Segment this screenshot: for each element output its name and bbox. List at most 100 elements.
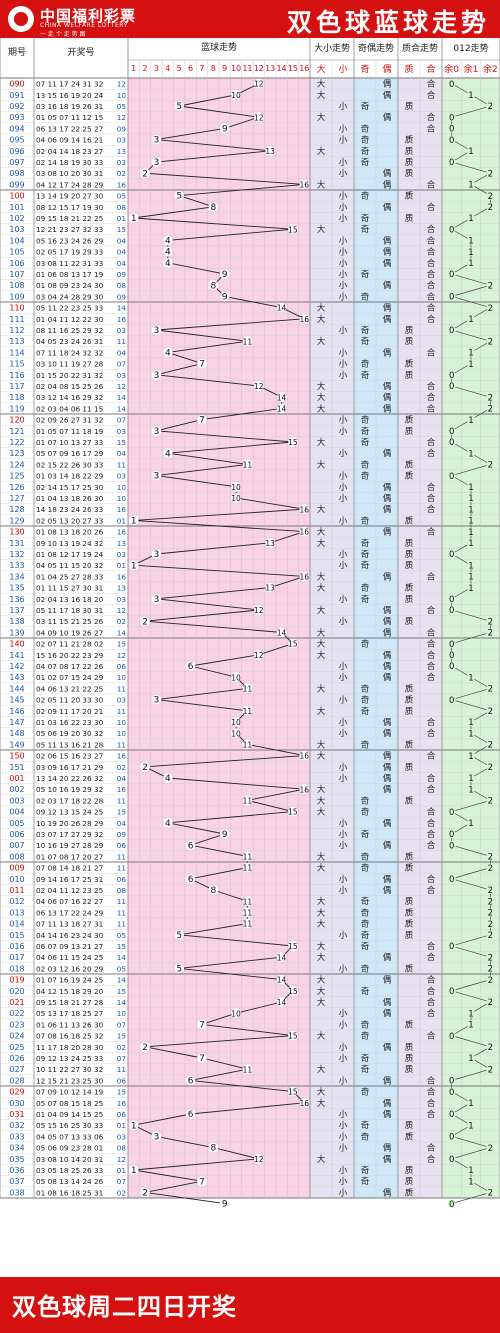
- mod-point: [447, 438, 456, 446]
- period-cell: 024: [9, 1032, 24, 1041]
- ball-number-label: 9: [222, 64, 227, 73]
- red-numbers-cell: 05 13 17 18 25 27: [36, 1009, 104, 1018]
- mod-point: [467, 449, 475, 458]
- period-cell: 119: [9, 404, 24, 413]
- prime-cell: 质: [405, 616, 414, 627]
- blue-number-cell: 12: [117, 651, 126, 660]
- size-cell: 大: [317, 1098, 326, 1109]
- parity-cell: 奇: [361, 1087, 370, 1098]
- prime-cell: 合: [427, 403, 436, 414]
- blue-point: [242, 918, 253, 929]
- blue-point: [276, 974, 287, 985]
- red-numbers-cell: 01 05 07 11 18 19: [36, 427, 104, 436]
- prime-cell: 合: [427, 235, 436, 246]
- blue-point-label: 8: [210, 203, 216, 213]
- size-cell: 小: [339, 818, 348, 829]
- mod-point: [447, 113, 456, 122]
- size-cell: 小: [339, 829, 348, 840]
- ball-number-label: 7: [199, 64, 204, 73]
- header-mod: 012走势: [453, 42, 488, 54]
- parity-cell: 奇: [361, 549, 370, 560]
- parity-sub-even: 偶: [382, 63, 391, 75]
- red-numbers-cell: 02 15 22 26 30 33: [36, 460, 104, 469]
- blue-point: [276, 302, 287, 313]
- blue-number-cell: 15: [117, 987, 126, 996]
- mod-point: [486, 628, 495, 637]
- period-cell: 116: [9, 371, 24, 380]
- red-numbers-cell: 09 14 16 17 25 31: [36, 875, 103, 884]
- red-numbers-cell: 05 11 22 23 25 33: [36, 304, 104, 313]
- mod-point: [486, 930, 495, 939]
- size-cell: 大: [317, 459, 326, 470]
- blue-point: [174, 101, 184, 111]
- period-cell: 106: [9, 259, 24, 268]
- prime-cell: 合: [427, 784, 436, 795]
- blue-point: [276, 997, 287, 1007]
- blue-point-label: 4: [165, 237, 171, 247]
- size-cell: 大: [317, 336, 326, 347]
- parity-cell: 奇: [361, 795, 370, 806]
- blue-point-label: 2: [142, 763, 148, 773]
- blue-point: [242, 739, 253, 750]
- size-cell: 小: [339, 930, 348, 941]
- blue-point-label: 16: [300, 181, 310, 190]
- prime-cell: 合: [427, 493, 436, 504]
- period-cell: 094: [9, 124, 24, 133]
- period-cell: 112: [9, 326, 24, 335]
- period-cell: 110: [9, 304, 24, 313]
- size-cell: 小: [339, 448, 348, 459]
- mod-point: [486, 460, 495, 469]
- header-period: 期号: [8, 47, 26, 58]
- size-cell: 小: [339, 291, 348, 302]
- red-numbers-cell: 13 15 16 19 20 24: [36, 91, 104, 100]
- parity-cell: 奇: [361, 426, 370, 437]
- mod-point-label: 2: [488, 920, 493, 930]
- mod-point-label: 2: [488, 965, 493, 975]
- period-cell: 092: [9, 102, 24, 111]
- red-numbers-cell: 02 05 17 19 29 33: [36, 248, 104, 257]
- mod-point: [447, 124, 456, 133]
- blue-point: [254, 1154, 264, 1164]
- size-cell: 大: [317, 751, 326, 762]
- blue-point: [219, 123, 230, 134]
- blue-point: [163, 258, 173, 268]
- prime-cell: 质: [405, 415, 414, 426]
- prime-cell: 质: [405, 325, 414, 336]
- size-cell: 小: [339, 1053, 348, 1064]
- red-numbers-cell: 04 09 10 19 26 27: [36, 628, 104, 637]
- size-cell: 大: [317, 639, 326, 650]
- size-cell: 大: [317, 1154, 326, 1165]
- blue-point: [128, 1165, 139, 1175]
- blue-point-label: 15: [288, 225, 298, 234]
- blue-point: [242, 1064, 253, 1074]
- blue-point-label: 12: [254, 382, 264, 391]
- mod-point: [467, 1166, 475, 1174]
- period-cell: 008: [9, 852, 24, 861]
- blue-point: [197, 1053, 207, 1063]
- red-numbers-cell: 10 11 22 27 30 32: [36, 1065, 103, 1074]
- size-cell: 小: [339, 1042, 348, 1053]
- blue-point: [242, 336, 253, 347]
- parity-cell: 奇: [361, 1064, 370, 1075]
- footer-bar: 双色球周二四日开奖: [0, 1277, 500, 1333]
- period-cell: 100: [9, 192, 24, 201]
- parity-cell: 奇: [361, 639, 370, 650]
- size-cell: 大: [317, 1087, 326, 1098]
- size-cell: 小: [339, 482, 348, 493]
- period-cell: 103: [9, 225, 24, 234]
- blue-point-label: 1: [131, 561, 137, 571]
- red-numbers-cell: 02 05 13 20 27 33: [36, 516, 104, 525]
- blue-point-label: 14: [277, 976, 287, 985]
- mod-point: [467, 583, 475, 592]
- blue-point-label: 11: [243, 920, 253, 929]
- blue-point: [288, 806, 298, 817]
- period-cell: 146: [9, 707, 24, 716]
- period-cell: 013: [9, 908, 24, 917]
- red-numbers-cell: 02 07 11 21 28 02: [36, 640, 103, 649]
- prime-cell: 合: [427, 280, 436, 291]
- blue-point: [231, 482, 241, 492]
- prime-cell: 质: [405, 930, 414, 941]
- parity-cell: 奇: [361, 739, 370, 750]
- mod-point: [467, 785, 475, 794]
